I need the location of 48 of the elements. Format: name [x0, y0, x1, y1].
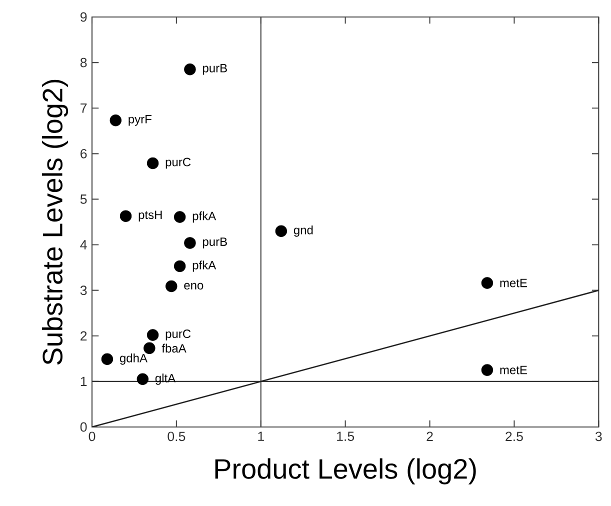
- x-tick-label: 3: [595, 432, 602, 442]
- annotation: purC: [166, 158, 191, 169]
- annotation: fbaA: [162, 344, 186, 353]
- point: [184, 64, 196, 76]
- annotation: metE: [500, 366, 527, 374]
- x-tick-label: 2.5: [506, 432, 523, 442]
- annotation: pyrF: [128, 115, 152, 126]
- point: [146, 329, 159, 341]
- y-tick-label: 9: [80, 12, 87, 22]
- annotation: purC: [166, 330, 191, 340]
- point: [184, 237, 196, 249]
- x-tick-label: 1.5: [337, 432, 354, 441]
- x-tick-label: 1: [258, 432, 264, 441]
- y-tick-label: 3: [80, 286, 87, 296]
- y-tick-label: 8: [80, 58, 87, 68]
- y-axis-title: Substrate Levels (log2): [42, 80, 68, 365]
- point: [275, 225, 288, 237]
- point: [136, 373, 149, 386]
- point: [101, 353, 114, 365]
- y-tick-label: 5: [80, 194, 87, 204]
- annotation: pfkA: [192, 211, 216, 223]
- annotation: gnd: [294, 226, 313, 237]
- x-axis-title: Product Levels (log2): [215, 458, 476, 484]
- y-tick-label: 0: [80, 422, 87, 432]
- y-tick-label: 1: [80, 376, 87, 386]
- annotation: purB: [203, 64, 227, 75]
- annotation: metE: [500, 278, 527, 288]
- y-tick-label: 6: [80, 148, 87, 158]
- x-tick-label: 0: [88, 432, 96, 442]
- y-tick-label: 2: [80, 331, 87, 341]
- y-tick-label: 4: [80, 240, 87, 250]
- annotation: gdhA: [120, 354, 148, 365]
- point: [481, 364, 494, 376]
- annotation: pfkA: [192, 260, 216, 272]
- point: [481, 277, 494, 289]
- point: [174, 260, 186, 272]
- annotation: ptsH: [138, 210, 162, 222]
- point: [166, 280, 178, 292]
- y-tick-label: 7: [80, 104, 87, 113]
- x-tick-label: 2: [426, 432, 433, 442]
- point: [146, 157, 159, 170]
- point: [120, 210, 132, 222]
- point: [144, 342, 156, 354]
- annotation: purB: [203, 238, 227, 248]
- x-tick-label: 0.5: [168, 432, 186, 442]
- point: [174, 211, 186, 223]
- point: [110, 114, 122, 126]
- annotation: eno: [184, 282, 204, 290]
